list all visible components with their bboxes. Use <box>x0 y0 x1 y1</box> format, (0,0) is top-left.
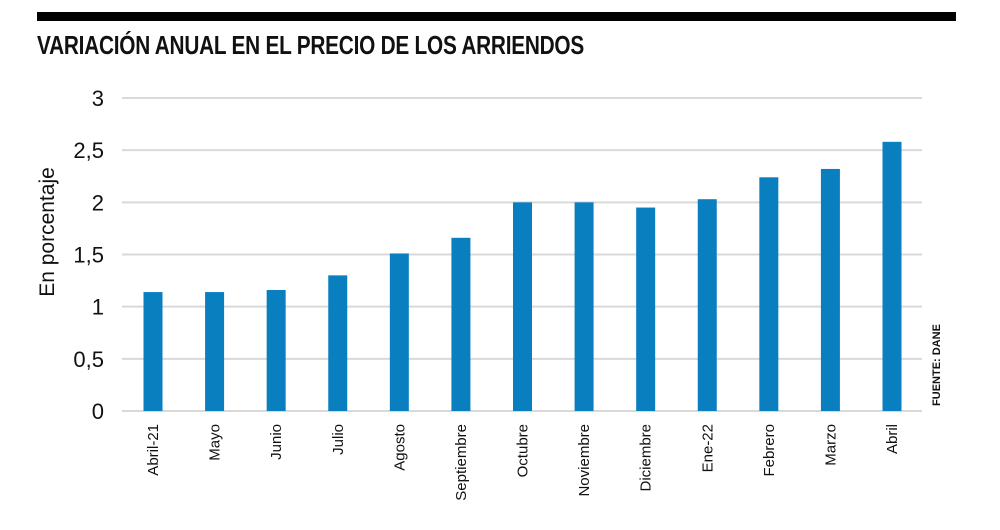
x-tick-label: Noviembre <box>576 424 593 497</box>
bar <box>574 202 594 411</box>
x-axis-labels: Abril-21 Mayo Junio Julio Agosto Septiembre Oc… <box>145 424 901 501</box>
top-rule <box>37 12 956 21</box>
x-tick-label: Abril-21 <box>145 424 162 476</box>
chart-title: VARIACIÓN ANUAL EN EL PRECIO DE LOS ARRI… <box>37 30 585 60</box>
x-tick-label: Marzo <box>822 424 839 466</box>
bar <box>143 292 163 411</box>
bar <box>266 289 286 411</box>
grid-lines <box>122 97 922 412</box>
x-tick-label: Diciembre <box>638 424 655 492</box>
bar <box>328 275 348 411</box>
bar <box>882 141 902 411</box>
x-tick-label: Junio <box>268 424 285 460</box>
y-tick-label: 0 <box>92 399 104 424</box>
y-tick-label: 2 <box>92 190 104 215</box>
y-tick-label: 1,5 <box>73 243 104 268</box>
x-tick-label: Mayo <box>207 424 224 461</box>
x-tick-label: Septiembre <box>453 424 470 501</box>
x-tick-label: Julio <box>330 424 347 455</box>
y-tick-label: 2,5 <box>73 138 104 163</box>
bar <box>697 199 717 411</box>
y-axis-ticks: 0 0,5 1 1,5 2 2,5 3 <box>73 86 104 424</box>
y-tick-label: 3 <box>92 86 104 111</box>
bar <box>451 237 471 411</box>
bar <box>205 292 225 411</box>
x-tick-label: Octubre <box>515 424 532 477</box>
x-tick-label: Febrero <box>761 424 778 477</box>
source-note: FUENTE: DANE <box>931 324 943 406</box>
bar <box>636 207 656 411</box>
y-tick-label: 0,5 <box>73 347 104 372</box>
bars <box>143 141 902 411</box>
y-tick-label: 1 <box>92 295 104 320</box>
bar <box>389 253 409 411</box>
bar <box>513 202 532 411</box>
x-tick-label: Ene-22 <box>699 424 716 472</box>
x-tick-label: Agosto <box>391 424 408 471</box>
bar <box>759 177 779 411</box>
y-axis-title: En porcentaje <box>36 167 59 297</box>
bar <box>820 168 840 411</box>
x-tick-label: Abril <box>884 424 901 454</box>
